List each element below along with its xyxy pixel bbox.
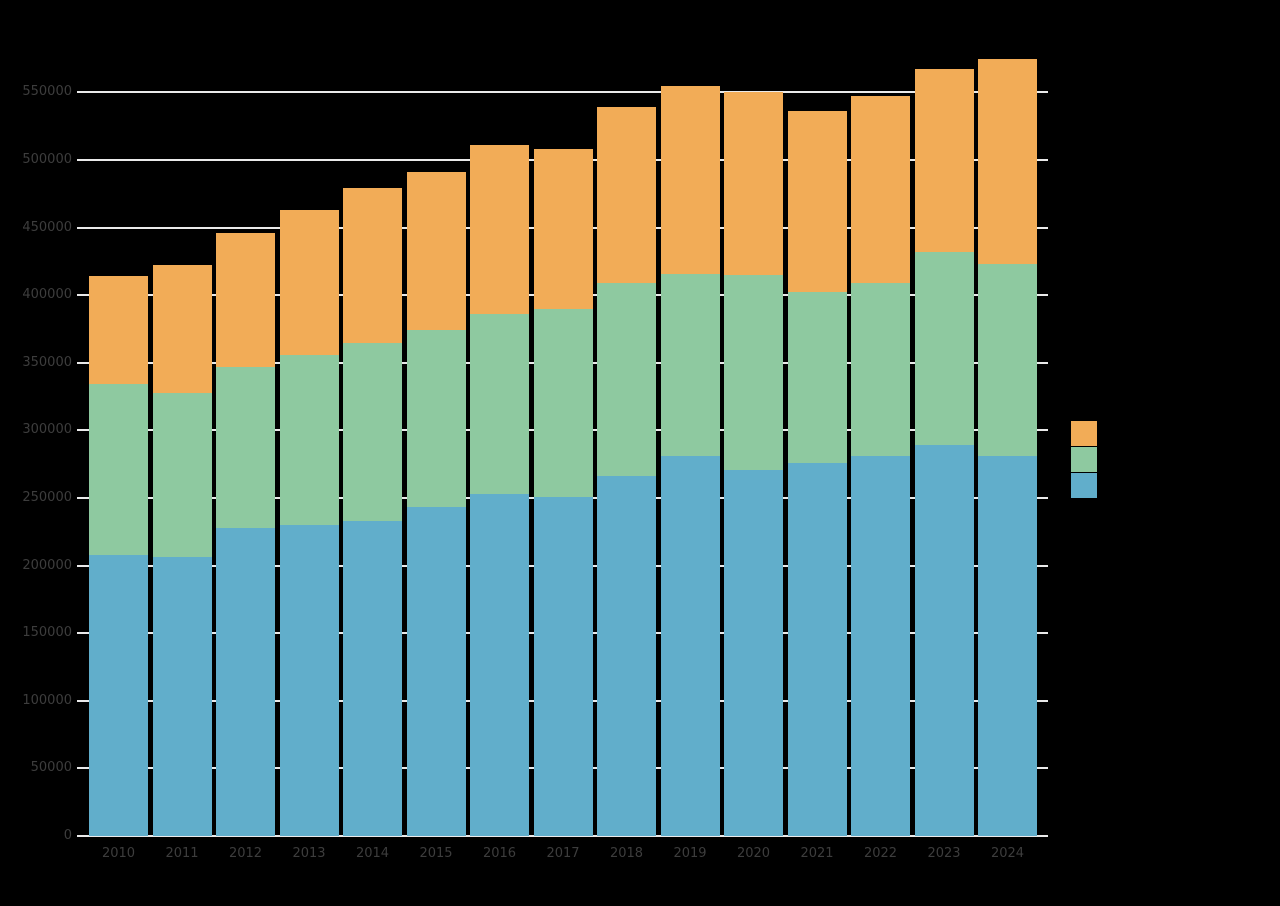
bar-2010-green-middle-series xyxy=(89,384,148,555)
bar-2019-green-middle-series xyxy=(660,273,720,457)
bar-2024-blue-bottom-series xyxy=(978,456,1037,836)
y-tick-label-500000: 500000 xyxy=(22,152,72,167)
x-tick-label-2018: 2018 xyxy=(609,846,644,861)
bar-2019-orange-top-series xyxy=(660,85,720,274)
bar-2013-blue-bottom-series xyxy=(279,525,339,836)
y-tick-label-200000: 200000 xyxy=(22,557,72,573)
bar-2022-orange-top-series xyxy=(851,96,910,284)
bar-2011-orange-top-series xyxy=(152,265,212,393)
bar-2014-orange-top-series xyxy=(343,188,402,343)
bar-2016-orange-top-series xyxy=(470,145,529,315)
bar-2015-blue-bottom-series xyxy=(406,507,466,836)
bar-2024-green-middle-series xyxy=(978,264,1037,457)
x-tick-label-2022: 2022 xyxy=(863,846,898,861)
bar-2018-blue-bottom-series xyxy=(597,476,656,836)
bar-2024-orange-top-series xyxy=(978,58,1037,265)
x-tick-label-2020: 2020 xyxy=(736,846,771,861)
bar-2020-orange-top-series xyxy=(724,92,783,275)
legend-swatch-green-middle-series xyxy=(1071,447,1097,472)
y-tick-label-550000: 550000 xyxy=(22,84,72,100)
y-tick-label-150000: 150000 xyxy=(22,625,72,641)
bar-2010-blue-bottom-series xyxy=(89,554,148,836)
legend xyxy=(1071,421,1097,499)
bar-2015-orange-top-series xyxy=(406,172,466,331)
y-tick-label-0: 0 xyxy=(63,828,72,843)
bar-2018-green-middle-series xyxy=(597,283,656,477)
bar-2017-green-middle-series xyxy=(533,308,593,497)
bar-2014-blue-bottom-series xyxy=(343,520,402,836)
bar-2021-green-middle-series xyxy=(787,292,847,463)
x-tick-label-2013: 2013 xyxy=(292,846,326,861)
y-tick-label-400000: 400000 xyxy=(22,287,72,303)
bar-2011-green-middle-series xyxy=(152,392,212,558)
bar-2018-orange-top-series xyxy=(597,107,656,284)
bar-2016-green-middle-series xyxy=(470,314,529,494)
x-tick-label-2019: 2019 xyxy=(673,846,707,861)
y-tick-label-350000: 350000 xyxy=(22,354,72,370)
gridline-0 xyxy=(77,835,1048,837)
bar-2021-blue-bottom-series xyxy=(787,462,847,836)
bar-2011-blue-bottom-series xyxy=(152,557,212,836)
x-tick-label-2021: 2021 xyxy=(800,846,834,861)
y-tick-label-450000: 450000 xyxy=(22,219,72,235)
bar-2020-green-middle-series xyxy=(724,274,783,470)
bar-2012-green-middle-series xyxy=(216,366,275,528)
bar-2019-blue-bottom-series xyxy=(660,456,720,836)
bar-2012-blue-bottom-series xyxy=(216,527,275,836)
y-tick-label-300000: 300000 xyxy=(22,422,72,438)
x-tick-label-2024: 2024 xyxy=(990,846,1025,861)
gridline-550000 xyxy=(77,91,1048,94)
x-tick-label-2016: 2016 xyxy=(482,846,517,861)
bar-2013-orange-top-series xyxy=(279,210,339,355)
bar-2015-green-middle-series xyxy=(406,330,466,508)
bar-2020-blue-bottom-series xyxy=(724,469,783,836)
bar-2022-green-middle-series xyxy=(851,283,910,457)
bar-2016-blue-bottom-series xyxy=(470,493,529,836)
x-tick-label-2012: 2012 xyxy=(228,846,263,861)
y-tick-label-100000: 100000 xyxy=(22,692,72,708)
x-tick-label-2010: 2010 xyxy=(101,846,136,861)
bar-2014-green-middle-series xyxy=(343,342,402,521)
bar-2021-orange-top-series xyxy=(787,111,847,293)
bar-2017-orange-top-series xyxy=(533,149,593,309)
x-tick-label-2015: 2015 xyxy=(419,846,453,861)
bar-2010-orange-top-series xyxy=(89,276,148,385)
bar-2013-green-middle-series xyxy=(279,354,339,526)
bar-2017-blue-bottom-series xyxy=(533,496,593,836)
bar-2022-blue-bottom-series xyxy=(851,456,910,836)
x-tick-label-2023: 2023 xyxy=(927,846,961,861)
y-tick-label-250000: 250000 xyxy=(22,490,72,505)
x-tick-label-2011: 2011 xyxy=(165,846,199,861)
bar-2023-green-middle-series xyxy=(914,251,974,446)
x-tick-label-2014: 2014 xyxy=(355,846,390,861)
bar-2012-orange-top-series xyxy=(216,233,275,367)
legend-swatch-orange-top-series xyxy=(1071,421,1097,446)
bar-2023-orange-top-series xyxy=(914,69,974,252)
x-tick-label-2017: 2017 xyxy=(546,846,580,861)
legend-swatch-blue-bottom-series xyxy=(1071,473,1097,498)
y-tick-label-50000: 50000 xyxy=(30,760,72,776)
bar-2023-blue-bottom-series xyxy=(914,445,974,836)
